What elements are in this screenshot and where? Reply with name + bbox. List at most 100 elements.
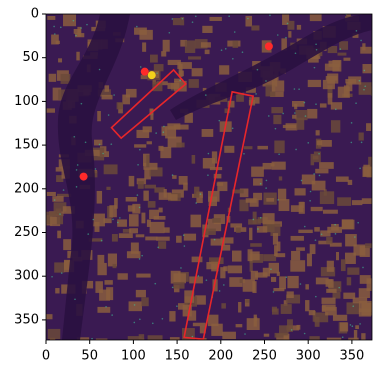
map-block [210,167,222,170]
point [148,71,156,79]
map-block [340,322,348,331]
map-block [117,102,123,109]
map-speck [291,329,293,331]
map-block [74,29,81,34]
map-speck [86,24,88,26]
map-block [96,339,108,345]
map-block [343,293,355,299]
map-block [154,216,166,220]
map-speck [108,114,110,116]
map-block [253,212,257,224]
x-tick-label: 100 [121,349,146,364]
map-speck [54,33,56,35]
y-tick-label: 200 [14,181,39,196]
map-block [347,302,361,314]
map-block [250,251,259,260]
map-block [327,338,341,349]
map-block [217,182,223,185]
map-block [328,61,340,67]
map-block [236,324,243,327]
map-speck [137,194,139,196]
map-speck [154,283,156,285]
map-block [147,220,151,227]
map-block [184,234,196,241]
map-block [362,64,371,73]
map-block [291,251,300,260]
map-block [311,207,323,211]
map-speck [163,126,165,128]
map-speck [294,88,296,90]
map-block [117,219,127,226]
map-block [266,198,274,202]
map-block [287,21,294,30]
map-speck [73,20,75,22]
map-block [221,303,226,308]
map-block [243,279,255,291]
map-block [160,147,171,158]
map-block [159,192,172,199]
map-block [348,338,358,342]
map-block [193,323,206,327]
map-speck [77,164,79,166]
map-speck [310,191,312,193]
map-block [331,102,342,109]
map-block [144,185,155,189]
x-tick-label: 200 [208,349,233,364]
map-block [185,40,195,53]
map-speck [268,115,270,117]
map-speck [112,219,114,221]
map-block [295,188,306,195]
map-block [202,129,214,137]
map-block [250,260,253,271]
map-speck [208,153,210,155]
map-speck [340,48,342,50]
map-block [359,288,370,298]
map-speck [136,26,138,28]
map-speck [140,66,142,68]
map-block [206,262,218,269]
map-block [57,231,61,239]
map-speck [363,89,365,91]
map-speck [361,142,363,144]
map-block [106,187,110,190]
map-speck [183,234,185,236]
map-speck [304,333,306,335]
map-block [47,108,55,112]
map-block [171,194,178,200]
map-block [113,264,117,268]
map-block [161,51,166,56]
map-block [202,26,212,33]
map-speck [75,35,77,37]
map-block [328,279,333,288]
map-block [176,143,184,148]
map-speck [318,153,320,155]
map-block [131,243,139,254]
map-block [359,301,373,312]
map-block [287,291,294,298]
map-block [312,181,326,191]
map-block [159,208,163,213]
map-block [333,292,341,299]
map-speck [270,268,272,270]
map-block [136,234,145,237]
map-block [150,222,165,233]
map-block [173,18,181,25]
map-speck [275,128,277,130]
map-speck [300,283,302,285]
map-block [317,140,322,145]
map-block [141,213,145,224]
map-speck [286,276,288,278]
map-block [309,336,319,345]
map-block [129,176,135,186]
map-speck [182,18,184,20]
map-speck [359,323,361,325]
map-speck [87,233,89,235]
map-speck [355,102,357,104]
map-speck [354,236,356,238]
map-speck [137,164,139,166]
map-speck [313,173,315,175]
x-tick-label: 250 [252,349,277,364]
map-speck [134,304,136,306]
map-block [310,14,322,21]
map-block [136,274,150,278]
